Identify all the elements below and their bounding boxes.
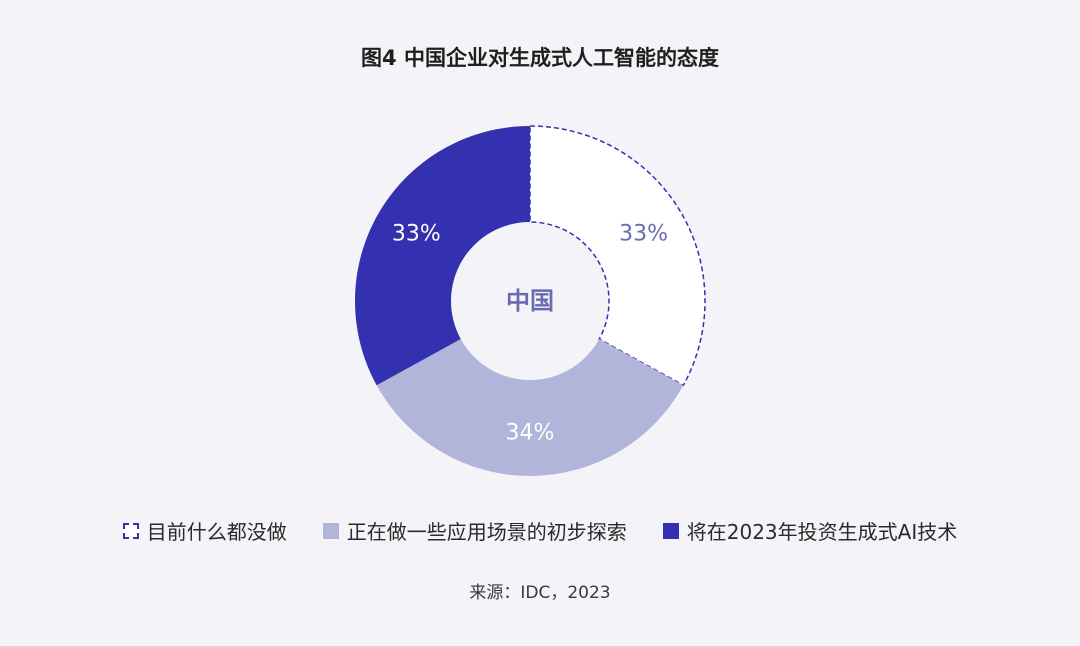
slice-exploring [376,339,684,476]
slice-label-exploring: 34% [506,421,555,446]
legend-label-nothing: 目前什么都没做 [146,520,287,544]
legend-item-investing: 将在2023年投资生成式AI技术 [662,516,958,545]
center-label: 中国 [506,287,554,315]
legend-label-investing: 将在2023年投资生成式AI技术 [686,520,958,544]
slice-label-investing: 33% [392,221,441,246]
slice-investing [355,126,530,386]
legend-swatch-investing [662,522,679,539]
legend-item-nothing: 目前什么都没做 [122,516,287,545]
slice-nothing [529,125,706,387]
slice-label-nothing: 33% [619,221,668,246]
legend: 目前什么都没做 正在做一些应用场景的初步探索 将在2023年投资生成式AI技术 [0,516,1080,545]
legend-item-exploring: 正在做一些应用场景的初步探索 [322,516,627,545]
legend-label-exploring: 正在做一些应用场景的初步探索 [346,520,627,544]
source-note: 来源：IDC，2023 [469,583,611,603]
legend-swatch-nothing [122,522,139,539]
chart-title: 图4 中国企业对生成式人工智能的态度 [361,46,719,70]
legend-swatch-exploring [322,522,339,539]
